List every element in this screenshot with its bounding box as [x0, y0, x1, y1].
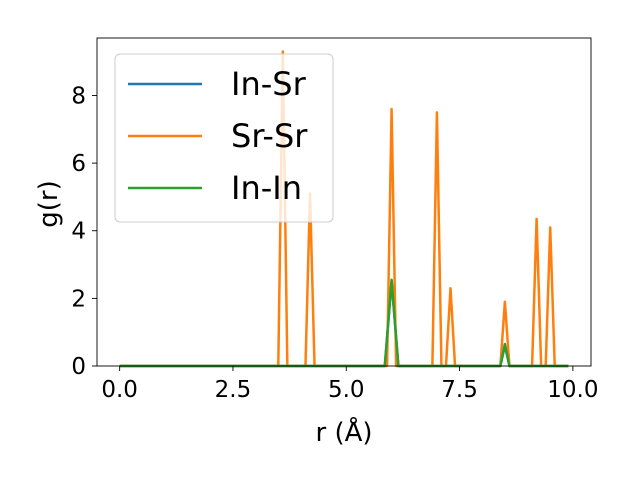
y-tick-label: 2 — [71, 286, 86, 312]
y-tick-label: 0 — [71, 354, 86, 380]
legend-label: Sr-Sr — [231, 117, 308, 155]
plot-area-frame — [96, 37, 592, 367]
legend-label: In-In — [231, 169, 302, 207]
x-tick-label: 0.0 — [101, 377, 138, 403]
x-tick-label: 7.5 — [441, 377, 478, 403]
legend-box — [114, 53, 334, 223]
legend-label: In-Sr — [231, 65, 307, 103]
y-axis-ticks: 0 2 4 6 8 — [71, 83, 97, 380]
y-tick-label: 8 — [71, 83, 86, 109]
x-tick-label: 2.5 — [215, 377, 252, 403]
y-axis-label: g(r) — [34, 180, 64, 227]
x-axis-label: r (Å) — [315, 416, 372, 448]
x-tick-label: 10.0 — [547, 377, 598, 403]
x-tick-label: 5.0 — [328, 377, 365, 403]
x-axis-ticks: 0.0 2.5 5.0 7.5 10.0 — [101, 366, 598, 403]
legend: In-Sr Sr-Sr In-In — [114, 53, 334, 223]
y-tick-label: 6 — [71, 151, 86, 177]
y-tick-label: 4 — [71, 219, 86, 245]
